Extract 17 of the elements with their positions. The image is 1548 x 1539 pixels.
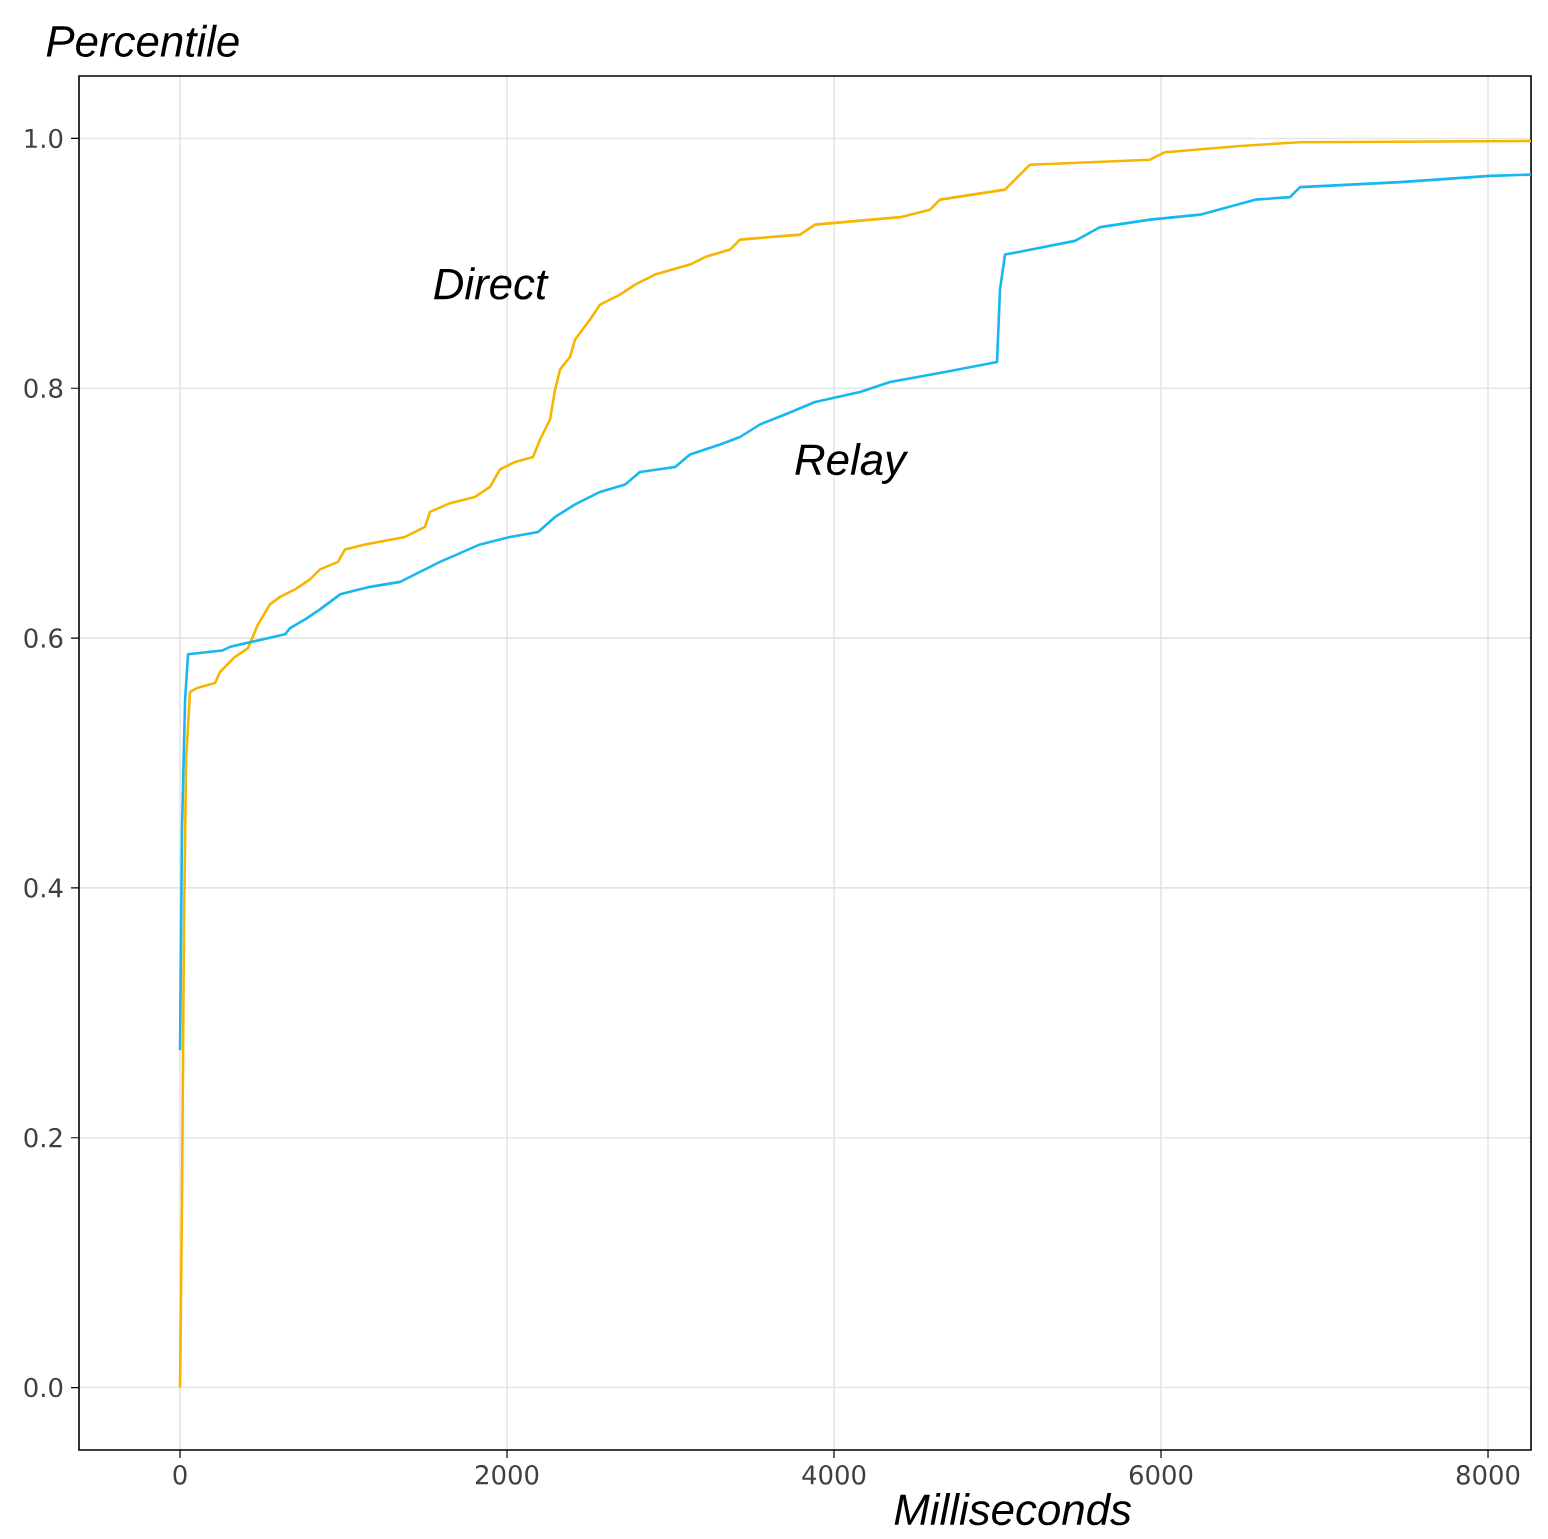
x-tick-label: 8000: [1456, 1465, 1520, 1485]
y-tick-label: 0.0: [24, 1377, 63, 1398]
x-tick-label: 6000: [1129, 1465, 1193, 1485]
y-tick-label: 0.4: [24, 878, 63, 898]
y-tick-label: 1.0: [25, 128, 63, 149]
series-label: Direct: [434, 267, 549, 300]
y-tick-label: 0.6: [24, 628, 63, 648]
x-tick-label: 0: [173, 1465, 187, 1485]
x-tick-label: 4000: [802, 1465, 866, 1485]
y-tick-label: 0.2: [24, 1127, 62, 1148]
line-series: [178, 139, 1532, 1389]
y-tick-label: 0.8: [24, 378, 63, 399]
y-axis-title: Percentile: [46, 24, 239, 57]
x-axis-title: Milliseconds: [894, 1493, 1132, 1526]
series-label: Relay: [795, 443, 909, 484]
line-series: [178, 173, 1532, 1052]
x-tick-label: 2000: [475, 1465, 539, 1485]
